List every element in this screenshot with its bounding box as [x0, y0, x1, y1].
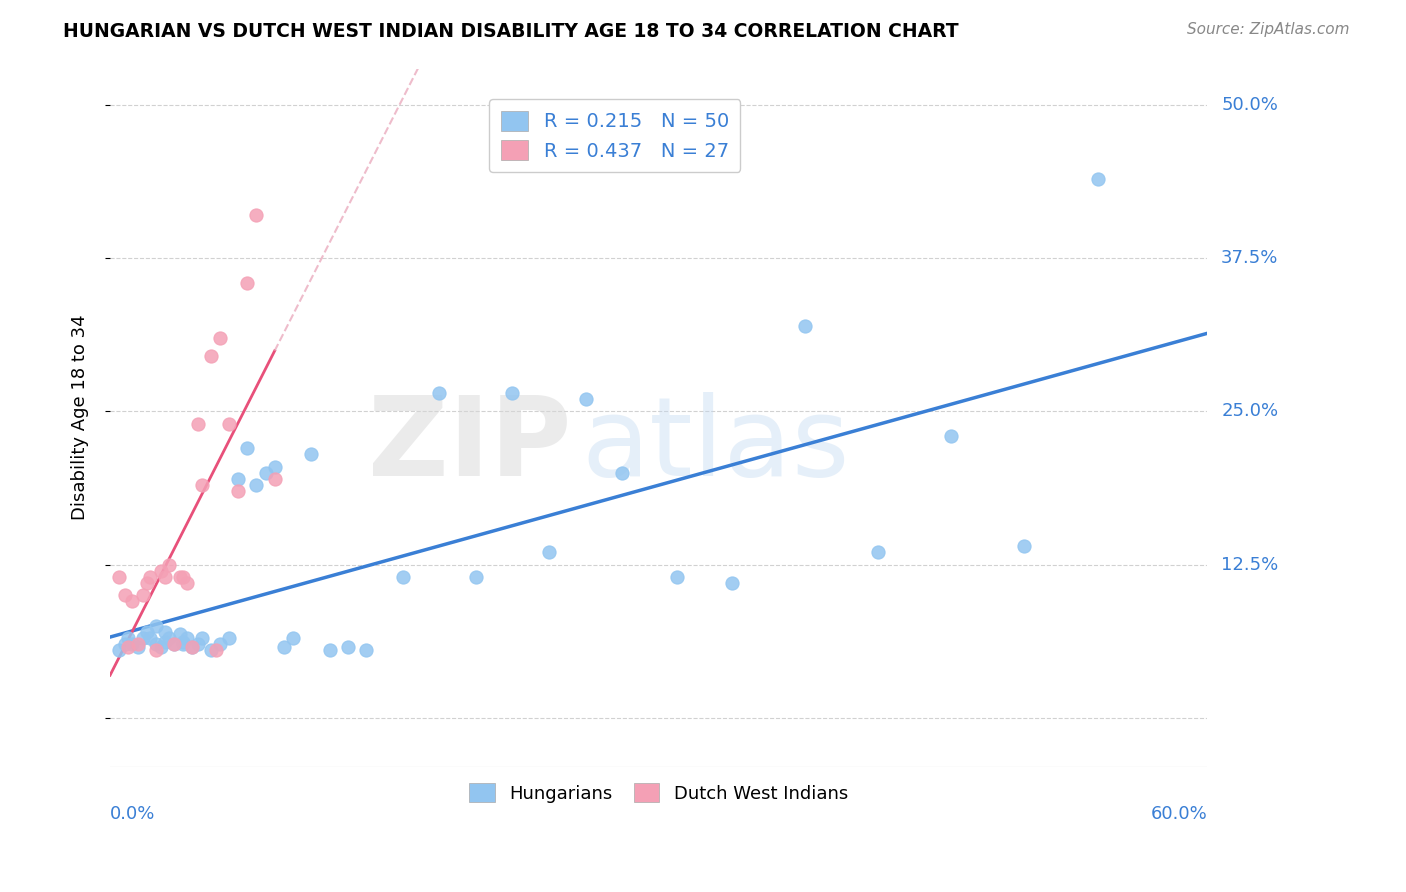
Point	[391, 570, 413, 584]
Point	[245, 478, 267, 492]
Point	[208, 637, 231, 651]
Point	[150, 640, 173, 654]
Point	[176, 631, 198, 645]
Point	[139, 631, 162, 645]
Point	[121, 637, 143, 651]
Point	[200, 643, 222, 657]
Y-axis label: Disability Age 18 to 34: Disability Age 18 to 34	[72, 315, 89, 520]
Point	[108, 570, 131, 584]
Text: 60.0%: 60.0%	[1150, 805, 1208, 823]
Point	[172, 634, 194, 648]
Point	[132, 631, 155, 645]
Point	[135, 624, 157, 639]
Point	[226, 472, 249, 486]
Point	[794, 318, 817, 333]
Point	[153, 634, 176, 648]
Point	[354, 643, 377, 657]
Point	[208, 331, 231, 345]
Point	[145, 637, 167, 651]
Text: 37.5%: 37.5%	[1222, 250, 1278, 268]
Point	[1014, 539, 1036, 553]
Point	[108, 643, 131, 657]
Text: 0.0%: 0.0%	[110, 805, 156, 823]
Point	[610, 466, 633, 480]
Point	[145, 643, 167, 657]
Point	[226, 483, 249, 498]
Point	[121, 594, 143, 608]
Point	[172, 637, 194, 651]
Text: ZIP: ZIP	[367, 392, 571, 499]
Point	[190, 631, 212, 645]
Point	[181, 640, 204, 654]
Point	[145, 619, 167, 633]
Point	[135, 575, 157, 590]
Point	[153, 624, 176, 639]
Point	[157, 631, 180, 645]
Text: HUNGARIAN VS DUTCH WEST INDIAN DISABILITY AGE 18 TO 34 CORRELATION CHART: HUNGARIAN VS DUTCH WEST INDIAN DISABILIT…	[63, 22, 959, 41]
Point	[236, 441, 259, 455]
Point	[187, 417, 209, 431]
Point	[263, 459, 285, 474]
Point	[181, 640, 204, 654]
Point	[218, 631, 240, 645]
Point	[169, 570, 191, 584]
Point	[117, 631, 139, 645]
Point	[336, 640, 359, 654]
Point	[537, 545, 560, 559]
Point	[132, 588, 155, 602]
Point	[501, 386, 523, 401]
Point	[941, 429, 963, 443]
Point	[218, 417, 240, 431]
Point	[153, 570, 176, 584]
Point	[163, 637, 186, 651]
Point	[190, 478, 212, 492]
Legend: Hungarians, Dutch West Indians: Hungarians, Dutch West Indians	[463, 776, 855, 810]
Point	[464, 570, 486, 584]
Text: 12.5%: 12.5%	[1222, 556, 1278, 574]
Point	[236, 276, 259, 290]
Point	[169, 627, 191, 641]
Point	[176, 575, 198, 590]
Point	[263, 472, 285, 486]
Point	[205, 643, 228, 657]
Point	[318, 643, 340, 657]
Point	[245, 209, 267, 223]
Point	[273, 640, 295, 654]
Point	[114, 637, 136, 651]
Point	[720, 575, 742, 590]
Text: 50.0%: 50.0%	[1222, 96, 1278, 114]
Text: atlas: atlas	[582, 392, 851, 499]
Point	[139, 570, 162, 584]
Point	[254, 466, 277, 480]
Text: 25.0%: 25.0%	[1222, 402, 1278, 420]
Point	[157, 558, 180, 572]
Point	[200, 349, 222, 363]
Point	[187, 637, 209, 651]
Point	[427, 386, 450, 401]
Text: Source: ZipAtlas.com: Source: ZipAtlas.com	[1187, 22, 1350, 37]
Point	[281, 631, 304, 645]
Point	[114, 588, 136, 602]
Point	[1087, 171, 1109, 186]
Point	[868, 545, 890, 559]
Point	[665, 570, 688, 584]
Point	[117, 640, 139, 654]
Point	[172, 570, 194, 584]
Point	[574, 392, 596, 407]
Point	[150, 564, 173, 578]
Point	[127, 637, 149, 651]
Point	[163, 637, 186, 651]
Point	[127, 640, 149, 654]
Point	[299, 447, 322, 461]
